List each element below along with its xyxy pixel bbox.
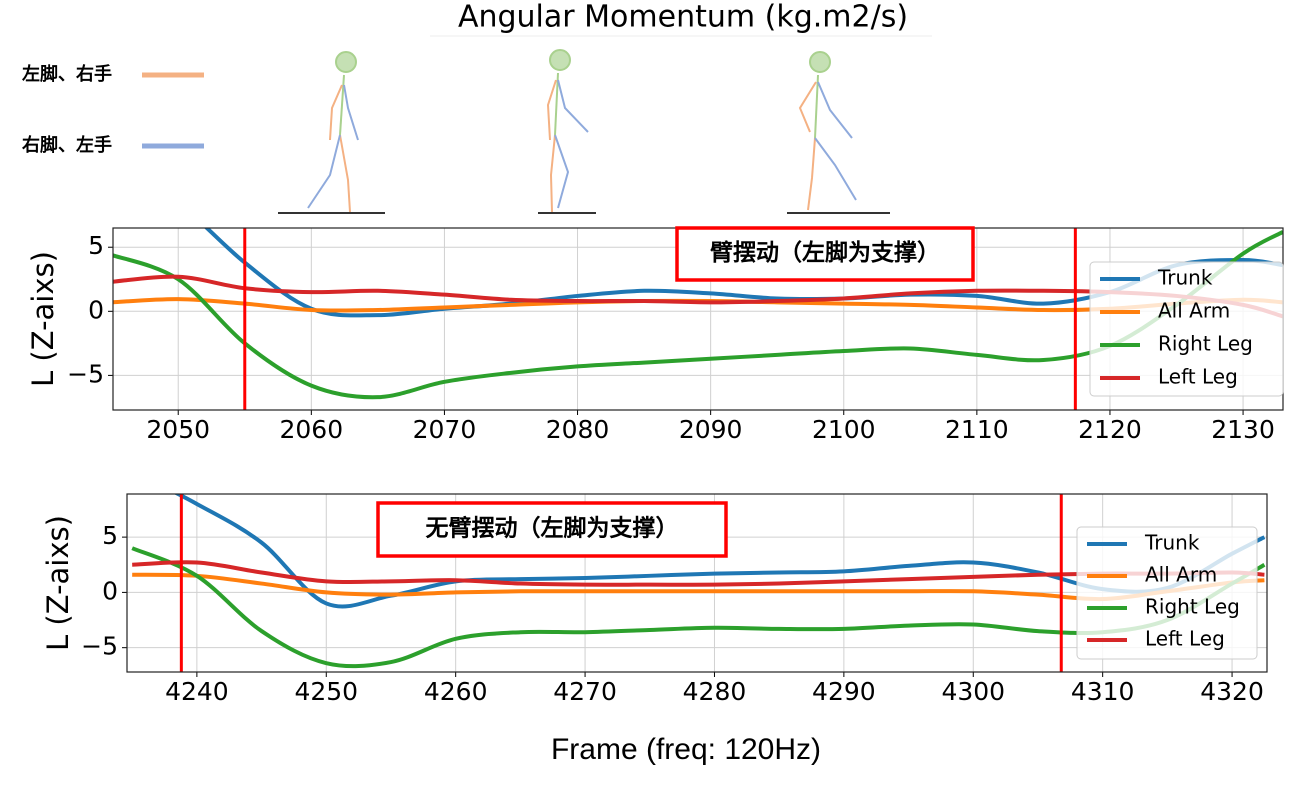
y-tick-label: 0 [88, 295, 104, 324]
legend-label: Right Leg [1158, 332, 1253, 356]
chart: 4240 4250 4260 4270 4280 4290 4300 4310 4320 −5 0 5… [41, 493, 1268, 706]
figure-1 [307, 51, 359, 213]
annotation: 无臂摆动（左脚为支撑） [426, 515, 679, 542]
y-tick-label: 5 [102, 521, 118, 550]
legend-box [1076, 526, 1258, 660]
x-tick-label: 4280 [683, 677, 747, 706]
y-tick-label: −5 [81, 632, 118, 661]
x-tick-label: 2080 [546, 415, 610, 444]
figure-3 [798, 51, 857, 211]
y-axis-label: L (Z-aixs) [41, 515, 75, 651]
figure-title: Angular Momentum (kg.m2/s) [458, 0, 908, 35]
y-axis-label: L (Z-aixs) [26, 251, 60, 387]
x-tick-label: 4300 [941, 677, 1005, 706]
legend-label: Left Leg [1145, 627, 1225, 651]
plot-frame [126, 493, 1268, 673]
x-tick-label: 2090 [679, 415, 743, 444]
x-tick-label: 2120 [1078, 415, 1142, 444]
x-tick-label: 4320 [1200, 677, 1264, 706]
chart: 2050 2060 2070 2080 2090 2100 2110 2120 2130 −5 0 5… [26, 226, 1284, 444]
legend-label: Left Leg [1158, 365, 1238, 389]
x-tick-label: 2070 [413, 415, 477, 444]
x-axis-label: Frame (freq: 120Hz) [551, 733, 821, 766]
legend-box [1089, 261, 1284, 397]
x-tick-label: 4260 [424, 677, 488, 706]
legend-label: 左脚、右手 [22, 63, 112, 85]
x-tick-label: 2110 [945, 415, 1009, 444]
x-tick-label: 2050 [146, 415, 210, 444]
legend-label: All Arm [1158, 299, 1230, 323]
x-tick-label: 2060 [280, 415, 344, 444]
annotation-box [376, 501, 728, 558]
x-tick-label: 4310 [1071, 677, 1135, 706]
figure-2 [546, 49, 589, 213]
legend-label: All Arm [1145, 563, 1217, 587]
stick-figures [278, 49, 890, 214]
legend-label: 右脚、左手 [22, 134, 112, 156]
x-tick-label: 4250 [294, 677, 358, 706]
legend-label: Right Leg [1145, 595, 1240, 619]
annotation-box [675, 226, 975, 282]
x-tick-label: 4240 [165, 677, 229, 706]
x-tick-label: 4290 [812, 677, 876, 706]
x-tick-label: 2130 [1211, 415, 1275, 444]
x-tick-label: 2100 [812, 415, 876, 444]
x-tick-label: 4270 [553, 677, 617, 706]
y-tick-label: 5 [88, 231, 104, 260]
y-tick-label: −5 [67, 359, 104, 388]
annotation: 臂摆动（左脚为支撑） [710, 239, 940, 266]
legend-label: Trunk [1157, 266, 1213, 290]
y-tick-label: 0 [102, 576, 118, 605]
legend-label: Trunk [1144, 531, 1200, 555]
